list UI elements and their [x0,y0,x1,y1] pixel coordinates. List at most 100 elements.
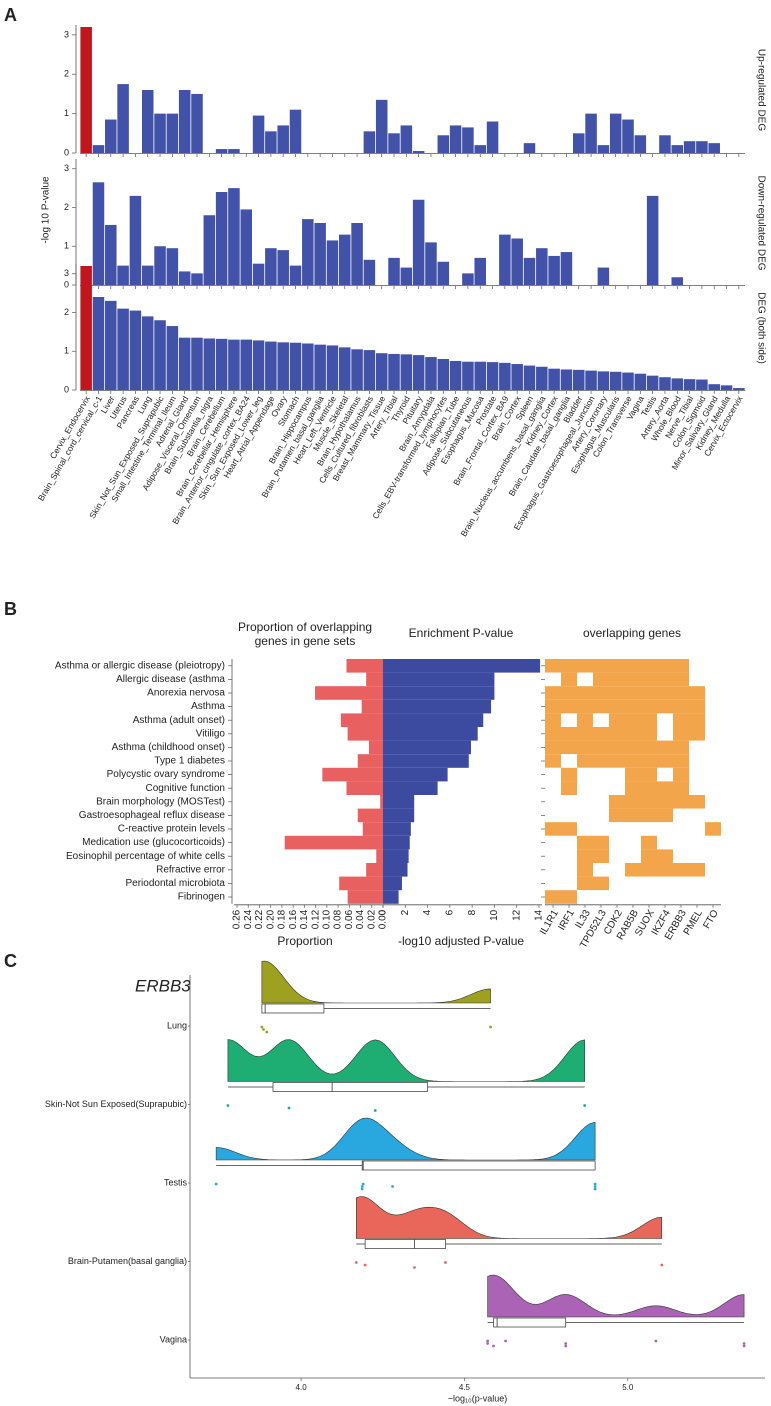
bar [474,145,486,153]
gene-cell [641,835,657,850]
gene-cell [561,659,577,673]
point [214,1182,218,1186]
point [593,1187,597,1191]
gene-cell [625,876,641,891]
gene-cell [657,740,673,755]
enrichment-bar [383,822,411,836]
gene-cell [593,767,609,782]
x-tick-label: 0.18 [277,909,288,929]
group-label: Lung [167,1020,187,1030]
gene-cell [673,659,689,673]
bar [351,223,363,285]
bar [671,277,684,285]
bar [400,125,413,153]
gene-cell [609,659,625,673]
gene-cell [561,863,577,877]
term-label: Refractive error [156,864,226,875]
gene-cell [673,686,689,700]
gene-cell [657,713,673,727]
point [360,1185,364,1188]
gene-cell [577,781,593,795]
bar [708,143,720,153]
point [489,1025,492,1029]
y-axis-label: -log 10 P-value [41,176,52,244]
gene-label: FTO [701,908,721,931]
bar [326,345,339,390]
bar [178,90,191,153]
gene-cell [689,890,705,904]
bar [400,267,413,285]
bar [548,255,560,285]
gene-cell [609,822,625,836]
gene-cell [593,754,609,768]
bar [141,316,154,390]
box [364,1239,446,1249]
gene-cell [705,822,721,836]
bar [683,379,696,390]
gene-cell [657,835,673,850]
x-tick-label: 5.0 [622,1383,634,1392]
bar [622,372,634,390]
bar [499,362,511,390]
box [272,1082,428,1092]
gene-cell [577,713,593,727]
proportion-bar [361,699,383,714]
bar [474,361,486,390]
gene-cell [625,808,641,823]
enrichment-bar [383,849,409,863]
gene-cell [609,876,625,891]
bar [117,265,129,285]
bar [609,113,622,153]
x-tick-label: 4 [422,909,433,915]
bar [412,199,425,285]
bar [696,141,708,153]
enrichment-bar [383,767,448,782]
enrichment-bar [383,740,472,755]
bar [166,248,179,285]
gene-cell [657,659,673,673]
bar [129,310,142,390]
bar [499,234,511,285]
point [564,1342,568,1345]
y-tick-label: 2 [64,307,69,317]
gene-cell [657,849,673,863]
gene-cell [689,781,705,795]
bar [166,326,179,390]
gene-cell [705,835,721,850]
gene-cell [561,795,577,809]
gene-cell [657,863,673,877]
gene-cell [625,672,641,687]
enrichment-bar [383,876,402,891]
gene-cell [689,822,705,836]
gene-cell [625,822,641,836]
gene-cell [705,808,721,823]
point [742,1342,746,1345]
gene-cell [625,835,641,850]
gene-cell [593,835,609,850]
gene-cell [641,699,657,714]
y-tick-label: 1 [64,108,69,118]
gene-cell [657,727,673,741]
gene-cell [609,849,625,863]
x-tick-label: 0.12 [310,909,321,929]
series-label: DEG (both side) [755,292,766,364]
term-label: Eosinophil percentage of white cells [66,851,225,862]
gene-title: ERBB3 [135,976,191,995]
proportion-bar [347,727,383,741]
point [391,1185,394,1188]
bar [560,252,573,285]
bar [92,297,105,390]
gene-cell [577,686,593,700]
bar [141,265,154,285]
gene-cell [657,808,673,823]
gene-cell [593,699,609,714]
panel-header: overlapping genes [583,626,681,640]
enrichment-bar [383,754,469,768]
gene-cell [545,890,561,904]
proportion-bar [357,808,383,823]
bar [228,188,240,285]
gene-cell [609,699,625,714]
bar [634,135,647,153]
bar [437,261,450,285]
bar [511,238,523,285]
